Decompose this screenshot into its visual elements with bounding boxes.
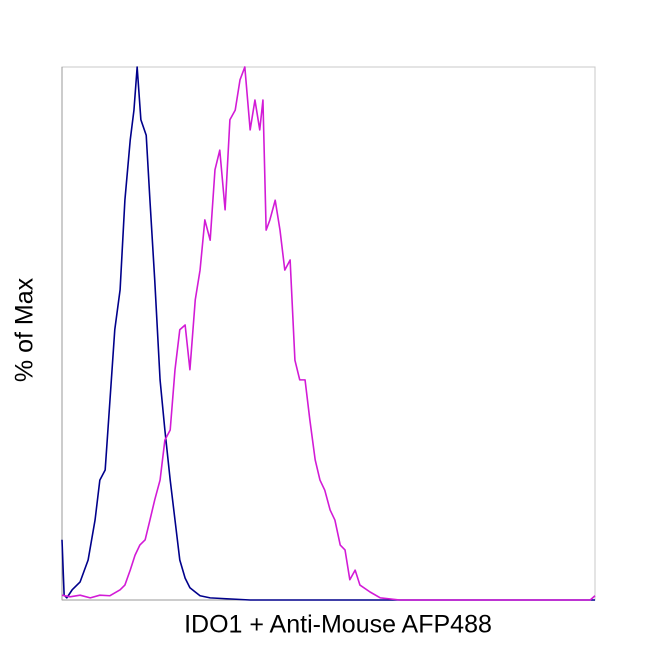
x-axis-label: IDO1 + Anti-Mouse AFP488 [184,611,492,639]
histogram-line [61,66,595,601]
histogram-line [61,66,596,601]
y-axis-label: % of Max [11,277,39,382]
plot-frame [61,66,596,601]
